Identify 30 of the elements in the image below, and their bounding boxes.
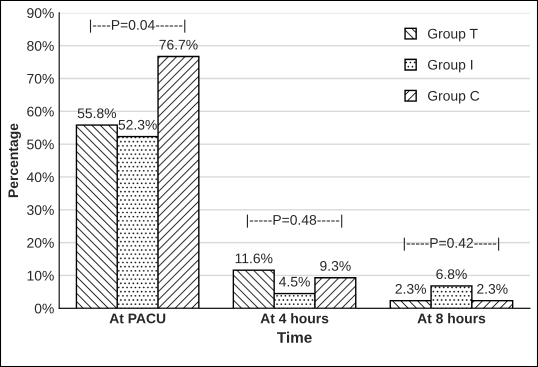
annotation: |----P=0.04------| [90,20,186,33]
y-tick-label: 40% [26,172,54,182]
legend-label: Group C [428,90,480,104]
data-label: 55.8% [78,108,116,118]
y-tick-label: 10% [28,270,54,281]
y-tick-label: 20% [27,238,54,248]
data-label: 9.3% [320,261,351,271]
y-tick-label: 30% [27,205,54,215]
y-tick-label: 90% [27,8,54,18]
annotation: |-----P=0.48-----| [246,214,342,228]
legend-label: Group I [428,60,472,72]
y-axis-title: Percentage [8,124,21,198]
y-tick-label: 60% [27,106,54,116]
data-label: 2.3% [477,284,508,294]
y-tick-label: 70% [27,74,54,84]
y-tick-label: 80% [27,41,54,51]
data-label: 4.5% [279,276,310,287]
data-label: 6.8% [436,269,467,280]
data-label: 76.7% [159,40,198,50]
data-label: 2.3% [396,284,426,294]
y-tick-label: 50% [27,139,54,150]
annotation: |-----P=0.42-----| [404,238,500,251]
x-tick-label: At 4 hours [260,313,328,324]
y-tick-label: 0% [34,304,54,314]
x-axis-title: Time [277,332,312,343]
x-tick-label: At 8 hours [417,313,486,324]
data-label: 52.3% [118,120,157,130]
data-label: 11.6% [236,253,272,264]
x-tick-label: At PACU [110,314,166,324]
legend-label: Group T [428,28,478,42]
